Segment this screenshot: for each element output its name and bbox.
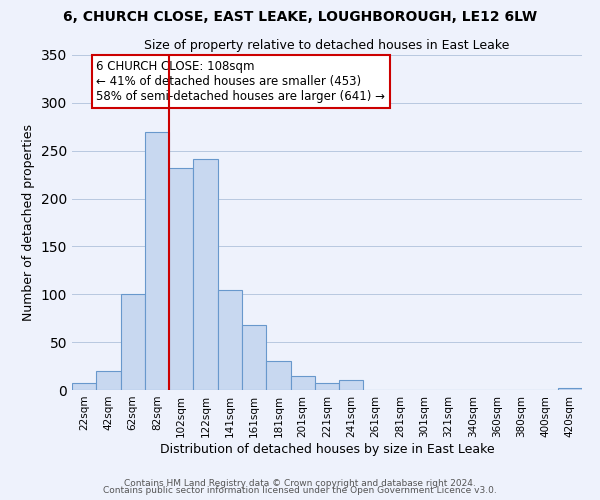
Bar [558,388,582,390]
Bar [218,290,242,390]
Bar [72,384,96,390]
Bar [193,160,218,390]
Bar [169,168,193,390]
Bar [96,371,121,390]
X-axis label: Distribution of detached houses by size in East Leake: Distribution of detached houses by size … [160,442,494,456]
Y-axis label: Number of detached properties: Number of detached properties [22,124,35,321]
Text: Contains HM Land Registry data © Crown copyright and database right 2024.: Contains HM Land Registry data © Crown c… [124,478,476,488]
Text: 6, CHURCH CLOSE, EAST LEAKE, LOUGHBOROUGH, LE12 6LW: 6, CHURCH CLOSE, EAST LEAKE, LOUGHBOROUG… [63,10,537,24]
Bar [266,362,290,390]
Bar [339,380,364,390]
Bar [242,325,266,390]
Bar [315,384,339,390]
Text: Contains public sector information licensed under the Open Government Licence v3: Contains public sector information licen… [103,486,497,495]
Text: 6 CHURCH CLOSE: 108sqm
← 41% of detached houses are smaller (453)
58% of semi-de: 6 CHURCH CLOSE: 108sqm ← 41% of detached… [96,60,385,103]
Bar [121,294,145,390]
Title: Size of property relative to detached houses in East Leake: Size of property relative to detached ho… [145,40,509,52]
Bar [145,132,169,390]
Bar [290,376,315,390]
